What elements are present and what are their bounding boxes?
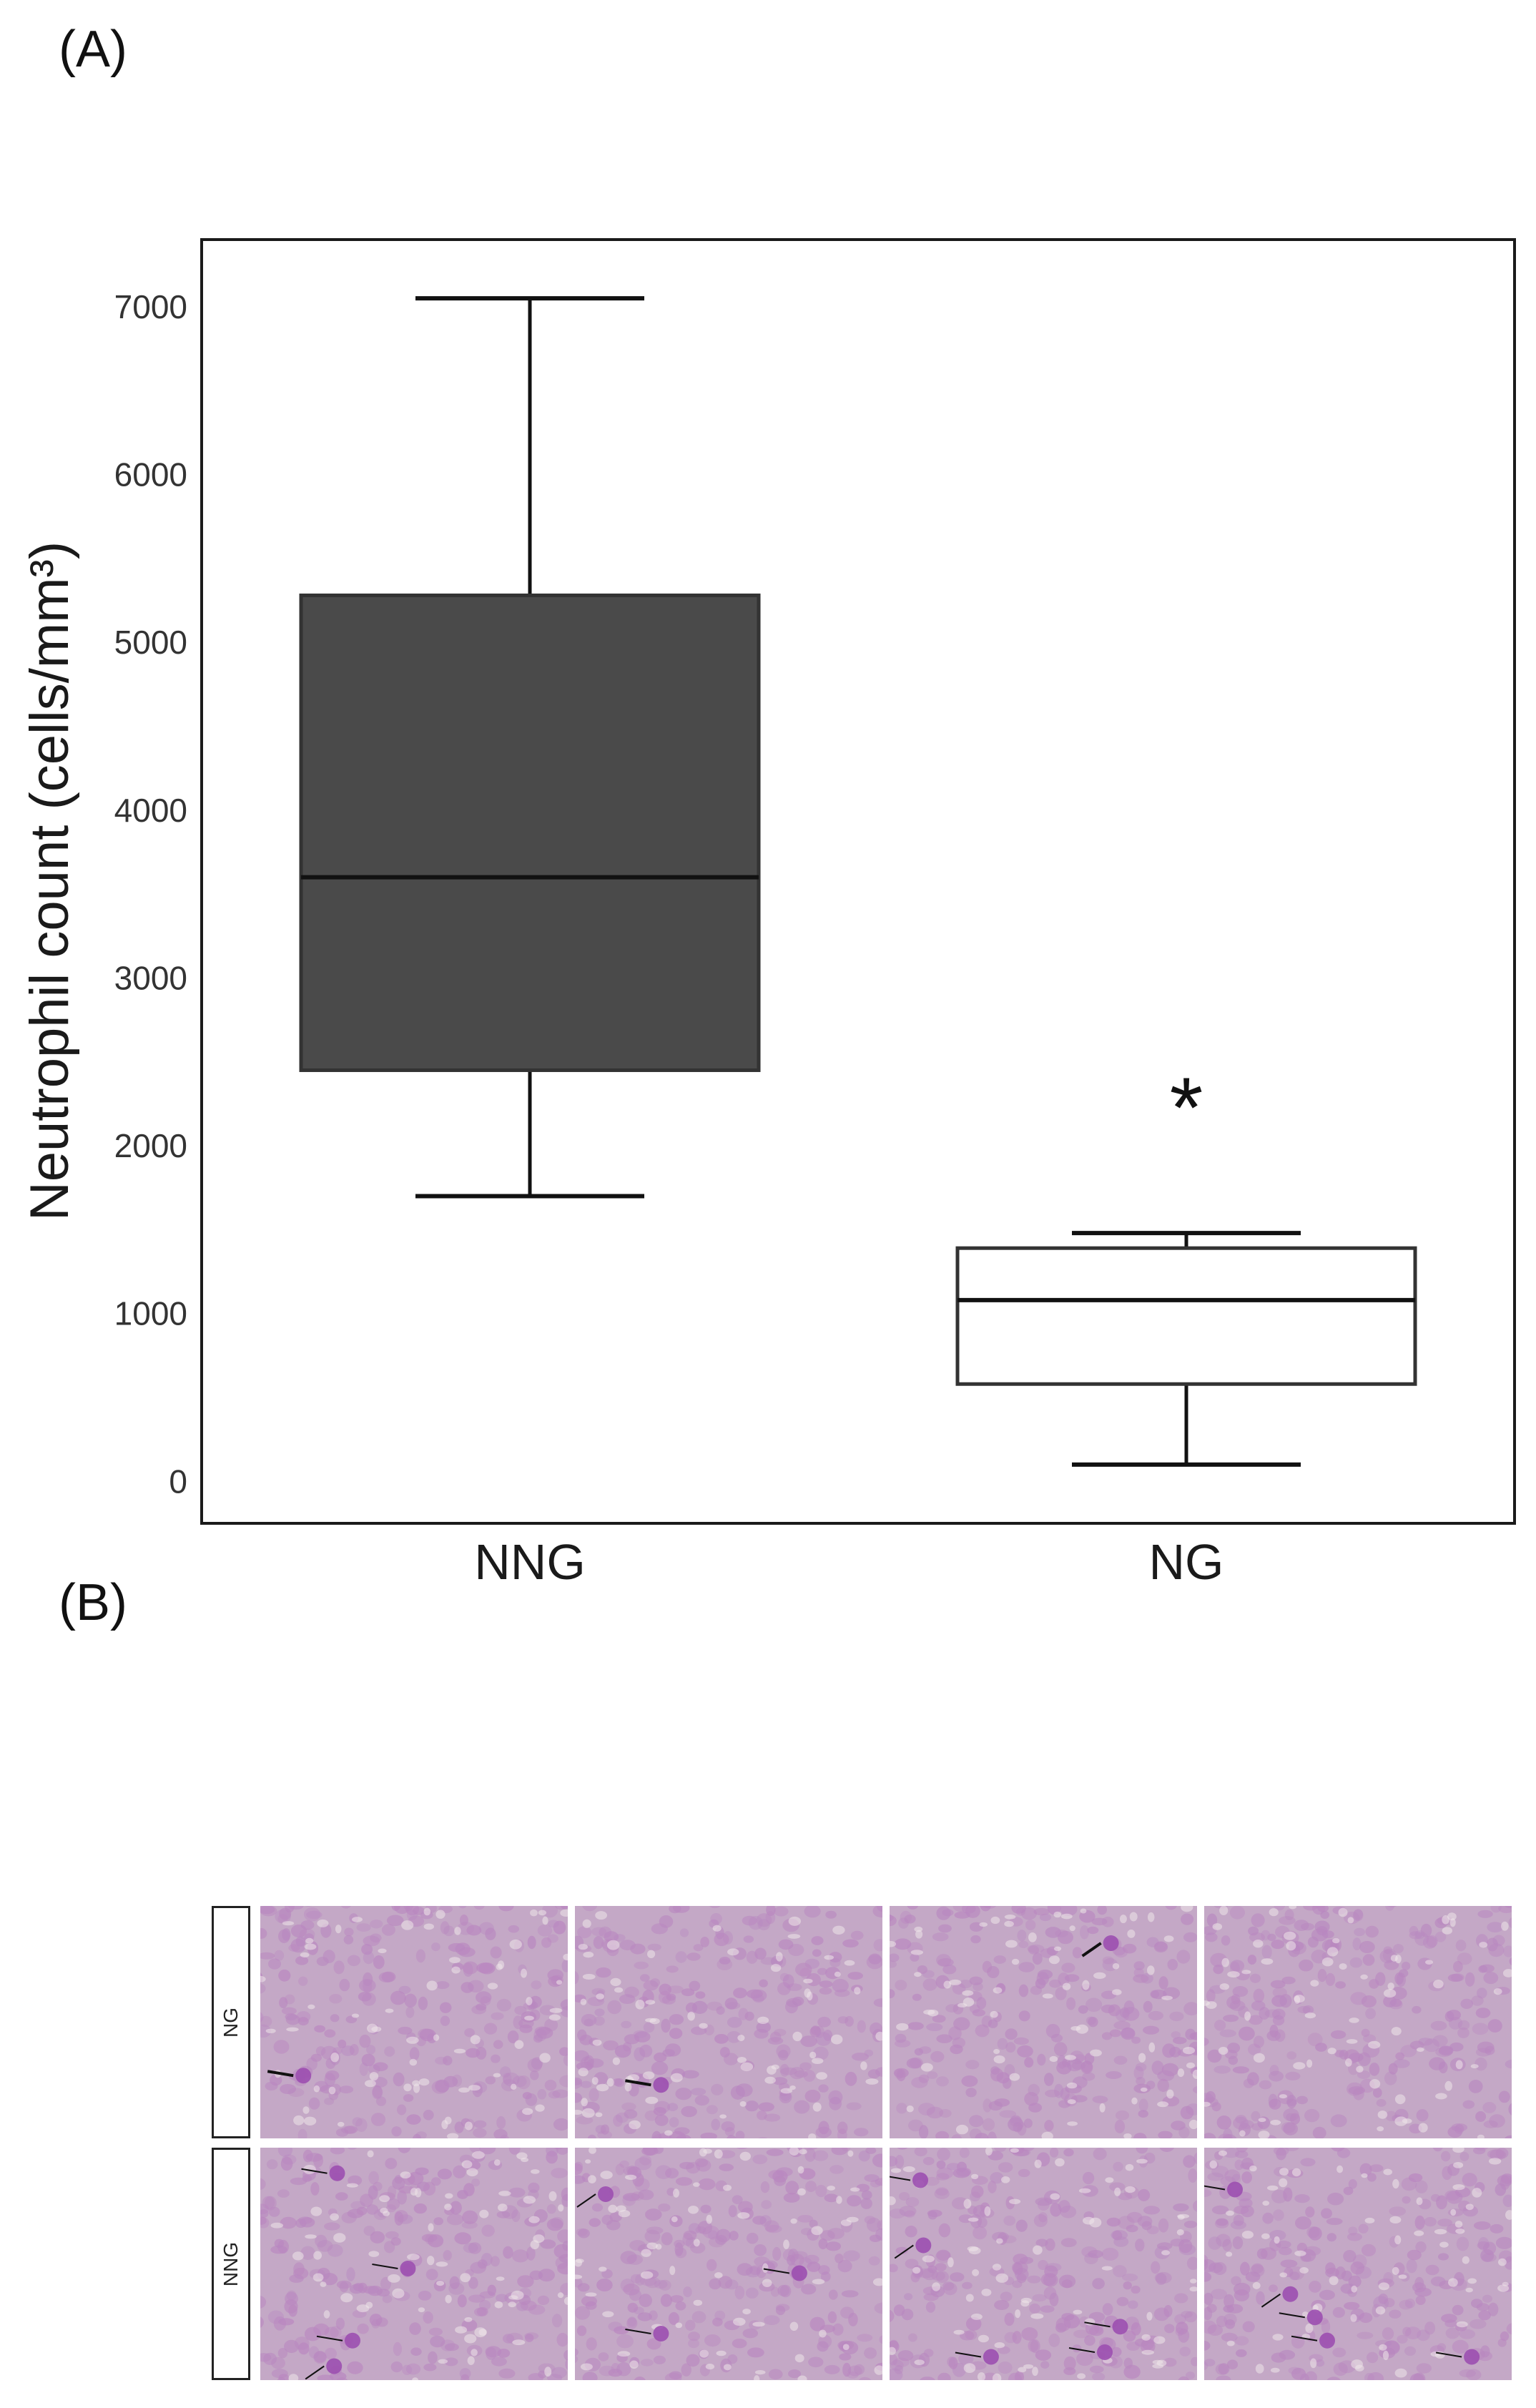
panel-b-label: (B) — [59, 1574, 127, 1631]
row-label-text: NNG — [220, 2241, 242, 2286]
y-axis-ticks: 0 1000 2000 3000 4000 5000 6000 7000 — [114, 288, 187, 1500]
x-axis-ticks: NNG NG — [474, 1534, 1224, 1590]
y-tick-label: 2000 — [114, 1127, 187, 1164]
micrograph-tile — [575, 1906, 882, 2138]
iqr-box — [955, 1246, 1417, 1386]
y-tick-label: 0 — [169, 1463, 187, 1500]
x-tick-label: NNG — [474, 1534, 586, 1590]
row-label-ng: NG — [212, 1906, 250, 2138]
box-plot-chart: Neutrophil count (cells/mm³) 0 1000 2000 30… — [19, 238, 1516, 1590]
micrograph-tile — [890, 1906, 1197, 2138]
y-axis-label: Neutrophil count (cells/mm³) — [19, 541, 80, 1221]
y-tick-label: 1000 — [114, 1295, 187, 1332]
y-tick-label: 7000 — [114, 288, 187, 325]
blood-smear-image — [1204, 2148, 1512, 2380]
blood-smear-image — [260, 1906, 568, 2138]
micrograph-tile — [260, 1906, 568, 2138]
iqr-box — [299, 593, 761, 1072]
annotations: * — [1170, 1060, 1203, 1156]
micrograph-tile — [1204, 2148, 1512, 2380]
box-nng — [299, 296, 761, 1199]
significance-asterisk: * — [1170, 1060, 1203, 1156]
blood-smear-image — [575, 1906, 882, 2138]
row-label-text: NG — [220, 2007, 242, 2038]
box-ng — [955, 1231, 1417, 1467]
blood-smear-image — [260, 2148, 568, 2380]
y-tick-label: 4000 — [114, 792, 187, 829]
micrograph-grid: NG NNG — [212, 1906, 1512, 2385]
blood-smear-image — [1204, 1906, 1512, 2138]
y-tick-label: 6000 — [114, 456, 187, 493]
micrograph-tile — [1204, 1906, 1512, 2138]
micrograph-tile — [890, 2148, 1197, 2380]
micrograph-tile — [575, 2148, 882, 2380]
plot-frame — [200, 238, 1516, 1525]
blood-smear-image — [890, 1906, 1197, 2138]
blood-smear-image — [575, 2148, 882, 2380]
blood-smear-image — [890, 2148, 1197, 2380]
row-label-nng: NNG — [212, 2148, 250, 2380]
panel-a-label: (A) — [59, 21, 127, 78]
x-tick-label: NG — [1149, 1534, 1224, 1590]
y-tick-label: 3000 — [114, 959, 187, 996]
y-tick-label: 5000 — [114, 624, 187, 661]
boxes — [299, 296, 1417, 1467]
micrograph-tile — [260, 2148, 568, 2380]
